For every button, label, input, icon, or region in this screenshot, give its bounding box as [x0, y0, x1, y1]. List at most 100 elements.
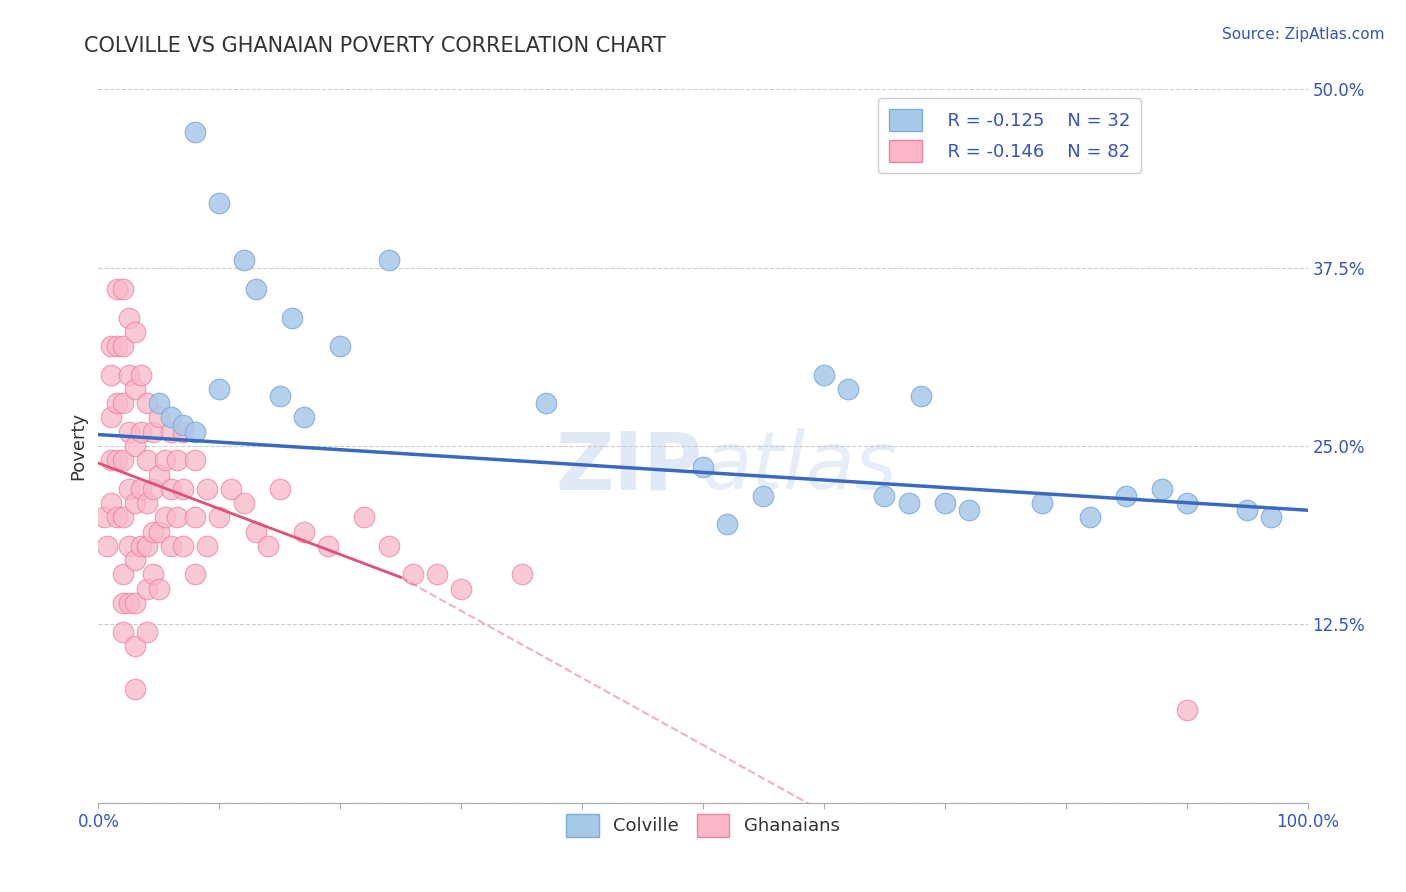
Legend: Colville, Ghanaians: Colville, Ghanaians — [560, 807, 846, 844]
Point — [124, 596, 146, 610]
Point — [692, 460, 714, 475]
Point — [166, 453, 188, 467]
Point — [105, 453, 128, 467]
Point — [172, 539, 194, 553]
Point — [269, 389, 291, 403]
Point — [353, 510, 375, 524]
Point — [208, 382, 231, 396]
Point — [402, 567, 425, 582]
Point — [148, 396, 170, 410]
Point — [100, 410, 122, 425]
Point — [1175, 496, 1198, 510]
Point — [1031, 496, 1053, 510]
Point — [100, 339, 122, 353]
Point — [100, 453, 122, 467]
Point — [377, 539, 399, 553]
Point — [111, 453, 134, 467]
Point — [118, 425, 141, 439]
Point — [184, 125, 207, 139]
Point — [105, 282, 128, 296]
Point — [534, 396, 557, 410]
Point — [96, 539, 118, 553]
Point — [1152, 482, 1174, 496]
Point — [160, 539, 183, 553]
Point — [118, 310, 141, 325]
Point — [329, 339, 352, 353]
Point — [129, 482, 152, 496]
Point — [124, 681, 146, 696]
Point — [111, 596, 134, 610]
Point — [166, 510, 188, 524]
Point — [118, 539, 141, 553]
Point — [135, 453, 157, 467]
Point — [129, 368, 152, 382]
Point — [1115, 489, 1137, 503]
Point — [142, 482, 165, 496]
Point — [111, 567, 134, 582]
Point — [184, 567, 207, 582]
Y-axis label: Poverty: Poverty — [69, 412, 87, 480]
Point — [910, 389, 932, 403]
Point — [1236, 503, 1258, 517]
Point — [148, 524, 170, 539]
Point — [316, 539, 339, 553]
Point — [105, 339, 128, 353]
Point — [510, 567, 533, 582]
Point — [426, 567, 449, 582]
Point — [221, 482, 243, 496]
Point — [269, 482, 291, 496]
Text: Source: ZipAtlas.com: Source: ZipAtlas.com — [1222, 27, 1385, 42]
Point — [245, 282, 267, 296]
Point — [105, 510, 128, 524]
Point — [93, 510, 115, 524]
Point — [752, 489, 775, 503]
Point — [100, 368, 122, 382]
Point — [172, 425, 194, 439]
Point — [142, 524, 165, 539]
Point — [934, 496, 956, 510]
Text: ZIP: ZIP — [555, 428, 703, 507]
Point — [111, 624, 134, 639]
Point — [450, 582, 472, 596]
Point — [208, 510, 231, 524]
Point — [957, 503, 980, 517]
Point — [172, 417, 194, 432]
Point — [135, 496, 157, 510]
Point — [184, 453, 207, 467]
Point — [377, 253, 399, 268]
Point — [245, 524, 267, 539]
Point — [153, 453, 176, 467]
Point — [111, 510, 134, 524]
Point — [142, 425, 165, 439]
Point — [129, 425, 152, 439]
Point — [118, 482, 141, 496]
Point — [232, 253, 254, 268]
Point — [897, 496, 920, 510]
Point — [716, 517, 738, 532]
Text: atlas: atlas — [703, 428, 898, 507]
Point — [111, 339, 134, 353]
Point — [124, 496, 146, 510]
Point — [292, 524, 315, 539]
Point — [195, 539, 218, 553]
Point — [281, 310, 304, 325]
Point — [124, 325, 146, 339]
Point — [148, 582, 170, 596]
Point — [1260, 510, 1282, 524]
Point — [111, 282, 134, 296]
Point — [148, 410, 170, 425]
Point — [135, 624, 157, 639]
Point — [813, 368, 835, 382]
Point — [124, 439, 146, 453]
Point — [172, 482, 194, 496]
Point — [111, 396, 134, 410]
Point — [292, 410, 315, 425]
Point — [105, 396, 128, 410]
Point — [160, 410, 183, 425]
Point — [256, 539, 278, 553]
Point — [118, 596, 141, 610]
Point — [118, 368, 141, 382]
Point — [873, 489, 896, 503]
Point — [208, 196, 231, 211]
Point — [195, 482, 218, 496]
